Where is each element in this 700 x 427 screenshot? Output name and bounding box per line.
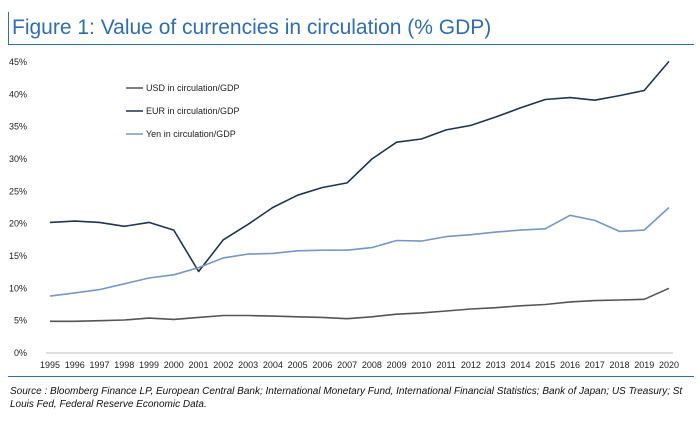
- x-tick-label: 2009: [387, 360, 407, 370]
- y-tick-label: 30%: [9, 154, 27, 164]
- figure-title: Figure 1: Value of currencies in circula…: [12, 16, 492, 39]
- legend-item-yen: Yen in circulation/GDP: [126, 129, 236, 139]
- legend-item-usd: USD in circulation/GDP: [126, 83, 240, 93]
- y-tick-label: 20%: [9, 219, 27, 229]
- x-tick-label: 2012: [461, 360, 481, 370]
- title-underline: [8, 44, 694, 45]
- x-tick-label: 2013: [486, 360, 506, 370]
- x-tick-label: 2019: [634, 360, 654, 370]
- x-tick-label: 1997: [90, 360, 110, 370]
- x-tick-label: 2008: [362, 360, 382, 370]
- y-tick-label: 35%: [9, 122, 27, 132]
- y-tick-label: 45%: [9, 57, 27, 67]
- x-tick-label: 2016: [560, 360, 580, 370]
- x-tick-label: 1995: [40, 360, 60, 370]
- y-axis-ticks: 0% 5% 10% 15% 20% 25% 30% 35% 40% 45%: [9, 57, 27, 358]
- x-tick-label: 2007: [337, 360, 357, 370]
- eur-series-line: [49, 60, 670, 273]
- x-tick-label: 2011: [436, 360, 455, 370]
- x-tick-label: 2001: [189, 360, 209, 370]
- x-tick-label: 2010: [411, 360, 431, 370]
- x-tick-label: 2014: [510, 360, 530, 370]
- x-tick-label: 1996: [65, 360, 85, 370]
- x-tick-label: 2003: [238, 360, 258, 370]
- x-tick-label: 1999: [139, 360, 159, 370]
- x-tick-label: 2018: [609, 360, 629, 370]
- y-tick-label: 10%: [9, 283, 27, 293]
- x-tick-label: 2015: [535, 360, 555, 370]
- x-tick-label: 1998: [114, 360, 134, 370]
- line-chart: 0%5%10%15%20%25%30%35%40%45% 1995 1996 199…: [9, 57, 679, 370]
- yen-series-line: [49, 206, 670, 297]
- usd-series-line: [50, 287, 670, 323]
- x-tick-label: 2005: [288, 360, 308, 370]
- y-tick-label: 40%: [9, 89, 27, 99]
- x-tick-label: 2017: [585, 360, 605, 370]
- title-left-rule: [8, 12, 9, 45]
- legend: USD in circulation/GDP EUR in circulation…: [126, 83, 240, 139]
- source-note: Source : Bloomberg Finance LP, European …: [10, 386, 683, 410]
- y-tick-label: 15%: [9, 251, 27, 261]
- x-tick-label: 2004: [263, 360, 283, 370]
- x-tick-label: 2002: [213, 360, 233, 370]
- x-tick-label: 2000: [164, 360, 184, 370]
- y-tick-label: 25%: [9, 186, 27, 196]
- legend-label: Yen in circulation/GDP: [146, 129, 236, 139]
- source-separator: [8, 376, 694, 377]
- x-tick-label: 2020: [659, 360, 679, 370]
- x-tick-label: 2006: [312, 360, 332, 370]
- legend-label: USD in circulation/GDP: [146, 83, 240, 93]
- series-lines: [49, 60, 670, 323]
- legend-item-eur: EUR in circulation/GDP: [126, 106, 240, 116]
- legend-label: EUR in circulation/GDP: [146, 106, 240, 116]
- y-tick-label: 0%: [14, 348, 27, 358]
- x-axis-ticks: 1995 1996 1997 1998 1999 2000 2001 2002 2003 2004…: [40, 360, 679, 370]
- y-tick-label: 5%: [14, 316, 27, 326]
